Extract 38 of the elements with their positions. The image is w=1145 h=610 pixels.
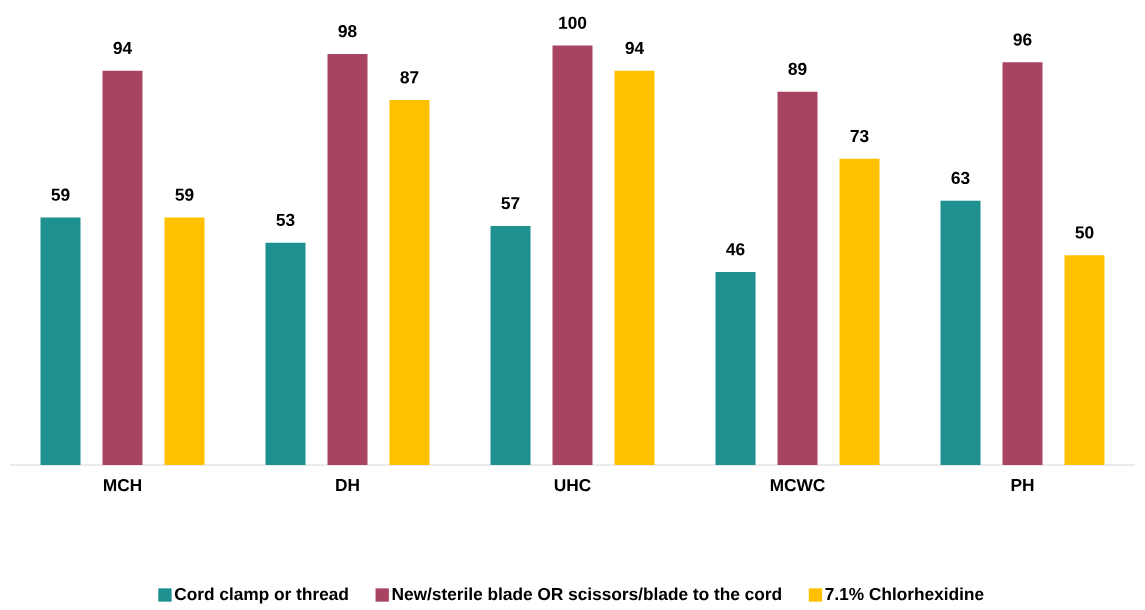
x-tick-label: MCH (103, 479, 141, 492)
data-label: 63 (951, 171, 970, 185)
bar (777, 91, 818, 465)
legend-label: 7.1% Chlorhexidine (825, 587, 984, 601)
bar (614, 70, 655, 465)
data-label: 50 (1075, 226, 1094, 239)
x-tick-label: PH (1011, 479, 1034, 491)
bar (940, 200, 981, 465)
data-label: 46 (726, 243, 745, 256)
bar (389, 100, 430, 465)
data-label: 59 (175, 188, 194, 201)
bar (327, 53, 368, 465)
data-label: 73 (850, 129, 869, 143)
data-label: 94 (113, 41, 133, 55)
bar (839, 158, 880, 465)
bar (715, 272, 756, 465)
x-tick-label: UHC (554, 479, 591, 492)
bar (1002, 62, 1043, 465)
data-label: 100 (559, 16, 587, 29)
data-label: 98 (338, 25, 357, 38)
legend-label: New/sterile blade OR scissors/blade to the cord (392, 587, 781, 601)
x-tick-label: MCWC (770, 479, 825, 492)
bar (1064, 255, 1105, 465)
data-label: 96 (1013, 33, 1032, 46)
bar (40, 217, 81, 465)
legend-label: Cord clamp or thread (174, 587, 348, 604)
data-label: 57 (501, 197, 520, 210)
bar (265, 242, 306, 465)
bar (164, 217, 205, 465)
data-label: 87 (400, 71, 419, 84)
data-label: 94 (625, 41, 645, 55)
x-tick-label: DH (336, 479, 359, 491)
data-label: 59 (51, 188, 70, 201)
data-label: 89 (788, 62, 807, 76)
bar (102, 70, 143, 465)
data-label: 53 (276, 213, 295, 227)
bar (552, 45, 593, 465)
bar (490, 225, 531, 465)
